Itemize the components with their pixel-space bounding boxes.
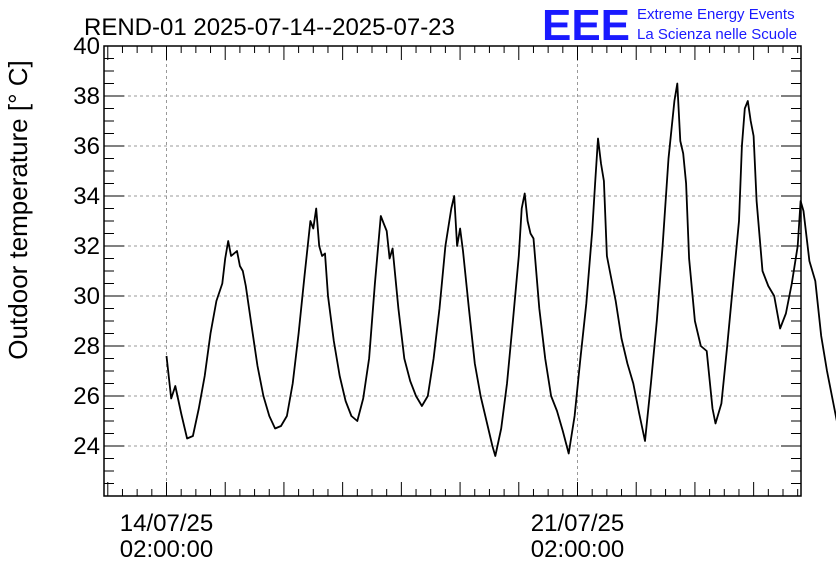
eee-logo-line2: La Scienza nelle Scuole (637, 26, 797, 43)
x-tick-label-date: 14/07/25 (120, 510, 213, 537)
y-tick-label: 26 (73, 383, 100, 410)
y-tick-label: 34 (73, 183, 100, 210)
y-tick-label: 24 (73, 433, 100, 460)
y-tick-label: 30 (73, 283, 100, 310)
x-tick-label-time: 02:00:00 (120, 536, 213, 563)
x-tick-label-date: 21/07/25 (531, 510, 624, 537)
y-tick-label: 38 (73, 83, 100, 110)
eee-logo-mark: EEE (542, 1, 630, 50)
chart-title: REND-01 2025-07-14--2025-07-23 (84, 14, 455, 41)
plot-background (104, 46, 801, 496)
grid-lines (104, 46, 801, 496)
x-tick-label-time: 02:00:00 (531, 536, 624, 563)
eee-logo-line1: Extreme Energy Events (637, 6, 795, 23)
y-tick-label: 32 (73, 233, 100, 260)
y-tick-label: 36 (73, 133, 100, 160)
y-tick-label: 40 (73, 33, 100, 60)
eee-logo: EEE Extreme Energy Events La Scienza nel… (542, 1, 797, 50)
y-tick-label: 28 (73, 333, 100, 360)
axis-ticks (104, 45, 801, 496)
temperature-series-line (165, 82, 836, 457)
plot-frame (103, 45, 802, 497)
y-tick-labels: 24 26 28 30 32 34 36 38 40 (73, 33, 100, 460)
y-axis-label: Outdoor temperature [° C] (3, 60, 33, 359)
